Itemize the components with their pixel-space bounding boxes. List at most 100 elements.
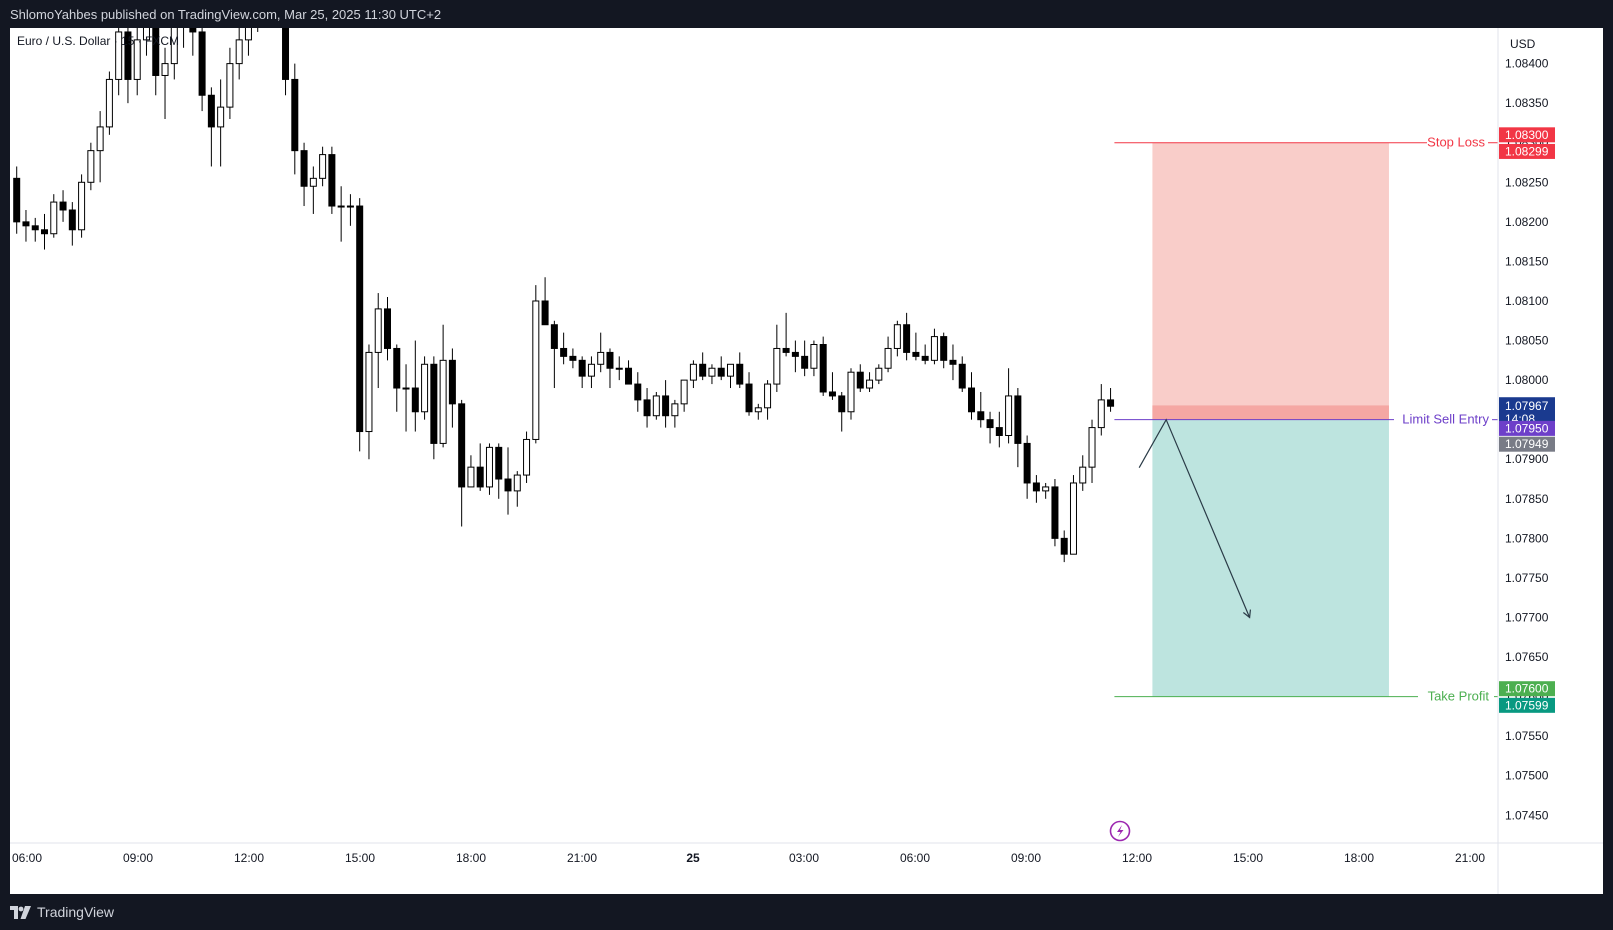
candle[interactable]	[1051, 479, 1059, 547]
candle[interactable]	[615, 356, 623, 381]
candle[interactable]	[866, 372, 874, 392]
candle[interactable]	[180, 0, 188, 48]
candle[interactable]	[59, 190, 67, 222]
candle[interactable]	[634, 372, 642, 412]
candle[interactable]	[652, 391, 660, 420]
candle[interactable]	[411, 340, 419, 432]
candle[interactable]	[699, 352, 707, 381]
candle[interactable]	[764, 380, 772, 420]
candle[interactable]	[309, 166, 317, 214]
candle[interactable]	[244, 0, 252, 56]
candle[interactable]	[485, 443, 493, 495]
candle[interactable]	[782, 312, 790, 357]
candle[interactable]	[1042, 482, 1050, 499]
candle[interactable]	[958, 356, 966, 392]
candle[interactable]	[346, 194, 354, 226]
candle[interactable]	[875, 364, 883, 385]
candle[interactable]	[754, 403, 762, 420]
candle[interactable]	[393, 344, 401, 412]
candle[interactable]	[1069, 475, 1077, 555]
candle[interactable]	[374, 293, 382, 389]
candle[interactable]	[1079, 455, 1087, 491]
tradingview-brand[interactable]: TradingView	[10, 904, 114, 920]
candle[interactable]	[68, 202, 76, 246]
candle[interactable]	[838, 391, 846, 432]
candle[interactable]	[161, 47, 169, 119]
candle[interactable]	[430, 356, 438, 460]
candle[interactable]	[448, 348, 456, 428]
candle[interactable]	[532, 285, 540, 444]
projection-arrow[interactable]	[1138, 418, 1251, 618]
candle[interactable]	[22, 209, 30, 242]
candle[interactable]	[41, 213, 49, 250]
candle[interactable]	[356, 198, 364, 452]
candle[interactable]	[680, 379, 688, 412]
candle[interactable]	[773, 324, 781, 392]
candle[interactable]	[31, 217, 39, 242]
candle[interactable]	[977, 391, 985, 428]
candle[interactable]	[78, 174, 86, 238]
candle[interactable]	[801, 340, 809, 377]
candle[interactable]	[569, 348, 577, 369]
candle[interactable]	[523, 431, 531, 483]
candle[interactable]	[254, 0, 262, 32]
candle[interactable]	[198, 16, 206, 112]
candle[interactable]	[1023, 435, 1031, 499]
candle[interactable]	[337, 186, 345, 242]
candle[interactable]	[828, 372, 836, 400]
candle[interactable]	[995, 411, 1003, 448]
candle[interactable]	[930, 328, 938, 365]
candle[interactable]	[439, 324, 447, 448]
candle[interactable]	[207, 87, 215, 167]
candle[interactable]	[476, 443, 484, 491]
candle[interactable]	[217, 79, 225, 167]
candle[interactable]	[587, 356, 595, 389]
candle[interactable]	[96, 111, 104, 183]
candle[interactable]	[986, 411, 994, 444]
candle[interactable]	[736, 352, 744, 389]
candle[interactable]	[921, 344, 929, 365]
event-marker[interactable]	[1109, 820, 1131, 842]
candle[interactable]	[550, 320, 558, 389]
candle[interactable]	[291, 63, 299, 175]
candle[interactable]	[791, 340, 799, 373]
candle[interactable]	[467, 455, 475, 488]
candle[interactable]	[745, 372, 753, 416]
candle[interactable]	[1088, 419, 1096, 483]
candle[interactable]	[606, 348, 614, 389]
candle[interactable]	[133, 24, 141, 96]
candle[interactable]	[421, 356, 429, 420]
candle[interactable]	[189, 0, 197, 56]
candle[interactable]	[671, 399, 679, 428]
candle[interactable]	[819, 336, 827, 396]
candle[interactable]	[884, 336, 892, 373]
candle[interactable]	[87, 142, 95, 191]
candle[interactable]	[717, 356, 725, 381]
candle[interactable]	[328, 146, 336, 214]
candle[interactable]	[1097, 384, 1105, 436]
candle[interactable]	[578, 356, 586, 389]
candle[interactable]	[1032, 475, 1040, 503]
candle[interactable]	[662, 380, 670, 428]
candle[interactable]	[402, 364, 410, 432]
candle[interactable]	[856, 364, 864, 392]
candle[interactable]	[708, 364, 716, 385]
candle[interactable]	[912, 332, 920, 361]
candle[interactable]	[319, 146, 327, 187]
candle[interactable]	[495, 443, 503, 499]
candle[interactable]	[893, 320, 901, 357]
candle[interactable]	[1060, 530, 1068, 563]
candle[interactable]	[940, 332, 948, 369]
candle[interactable]	[13, 166, 21, 234]
candle[interactable]	[810, 340, 818, 377]
candle[interactable]	[50, 194, 58, 238]
candle[interactable]	[726, 363, 734, 389]
candle[interactable]	[847, 368, 855, 420]
candle[interactable]	[625, 360, 633, 385]
candle[interactable]	[124, 16, 132, 104]
candle[interactable]	[513, 471, 521, 507]
candle[interactable]	[949, 344, 957, 381]
candle[interactable]	[560, 332, 568, 365]
candle[interactable]	[226, 47, 234, 119]
candle[interactable]	[235, 24, 243, 80]
